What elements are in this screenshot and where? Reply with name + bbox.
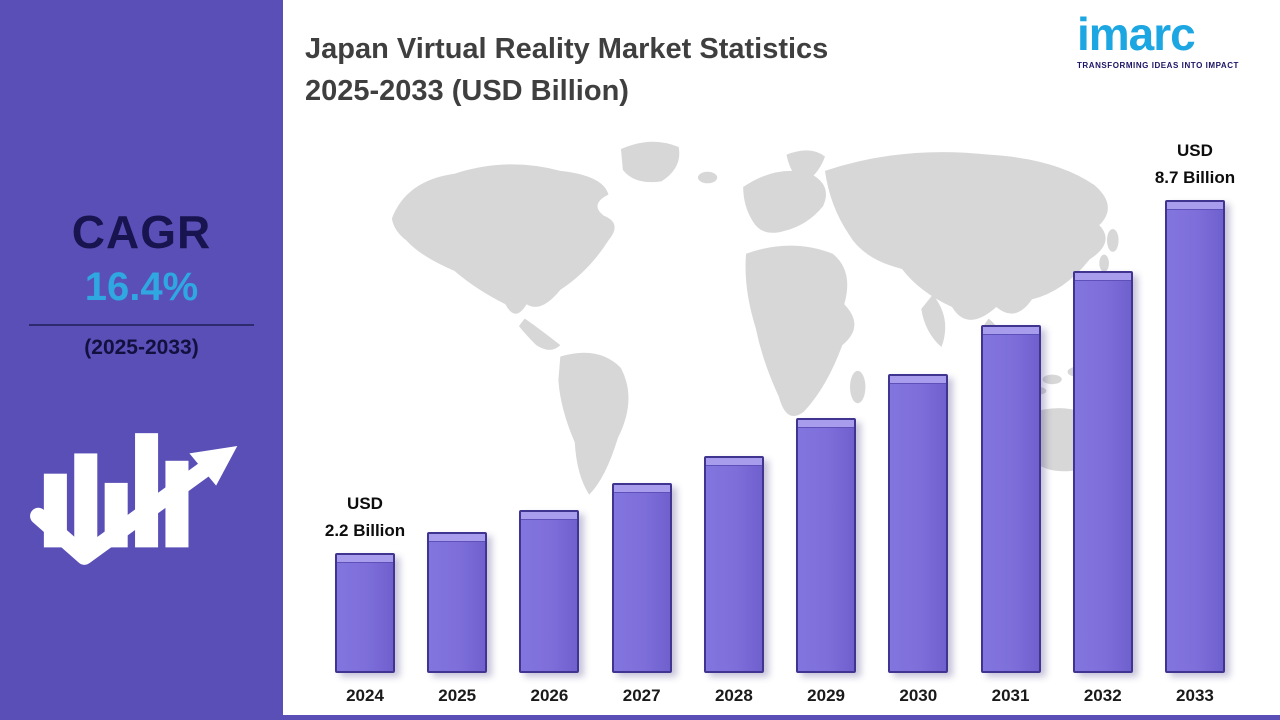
- bar-column: 2030: [881, 374, 955, 706]
- bar-2031: [980, 325, 1041, 673]
- imarc-logo: imarc TRANSFORMING IDEAS INTO IMPACT: [1077, 8, 1252, 71]
- x-axis-label: 2025: [438, 686, 477, 705]
- imarc-wordmark: imarc: [1077, 8, 1196, 60]
- bar-chart: USD 2.2 Billion 2024 2025 2026 2027 2028 2029 20…: [324, 138, 1236, 706]
- chart-title-line2: 2025-2033 (USD Billion): [305, 75, 629, 108]
- cagr-sidebar: CAGR 16.4% (2025-2033): [0, 0, 283, 720]
- bar-2026: [519, 510, 580, 673]
- bar-2027: [611, 483, 672, 673]
- chart-panel: Japan Virtual Reality Market Statistics …: [283, 0, 1280, 720]
- bar-value-annotation: USD 8.7 Billion: [1154, 141, 1236, 187]
- bar-column: 2027: [605, 483, 679, 706]
- bar-column: 2031: [974, 325, 1048, 706]
- bar-value-annotation: USD 2.2 Billion: [324, 494, 406, 540]
- x-axis-label: 2024: [346, 686, 384, 705]
- bar-2029: [796, 418, 857, 673]
- cagr-period: (2025-2033): [84, 336, 199, 359]
- bar-column: 2032: [1066, 271, 1140, 706]
- bar-column: 2025: [420, 532, 494, 706]
- bar-column: 2026: [512, 510, 586, 706]
- bar-2032: [1072, 271, 1133, 673]
- x-axis-label: 2027: [622, 686, 661, 705]
- bottom-accent-bar: [283, 715, 1280, 720]
- bar-2024: [335, 553, 395, 673]
- x-axis-label: 2026: [530, 686, 569, 705]
- chart-title-line1: Japan Virtual Reality Market Statistics: [305, 33, 829, 65]
- imarc-tagline: TRANSFORMING IDEAS INTO IMPACT: [1077, 61, 1239, 71]
- cagr-value: 16.4%: [84, 265, 199, 309]
- bar-2030: [888, 374, 949, 673]
- bar-2033: [1164, 200, 1225, 673]
- x-axis-label: 2033: [1176, 686, 1214, 705]
- cagr-divider: [29, 324, 254, 326]
- chart-title: Japan Virtual Reality Market Statistics …: [305, 28, 828, 112]
- x-axis-label: 2032: [1083, 686, 1122, 705]
- x-axis-label: 2028: [714, 686, 753, 705]
- x-axis-label: 2030: [899, 686, 938, 705]
- bar-column: USD 8.7 Billion 2033: [1154, 138, 1236, 706]
- bar-2025: [427, 532, 488, 673]
- bar-column: USD 2.2 Billion 2024: [324, 491, 406, 706]
- bar-2028: [703, 456, 764, 673]
- bar-column: 2028: [697, 456, 771, 706]
- cagr-label: CAGR: [71, 206, 212, 258]
- x-axis-label: 2031: [991, 686, 1030, 705]
- growth-chart-icon: [30, 433, 238, 565]
- x-axis-label: 2029: [807, 686, 845, 705]
- bar-column: 2029: [789, 418, 863, 706]
